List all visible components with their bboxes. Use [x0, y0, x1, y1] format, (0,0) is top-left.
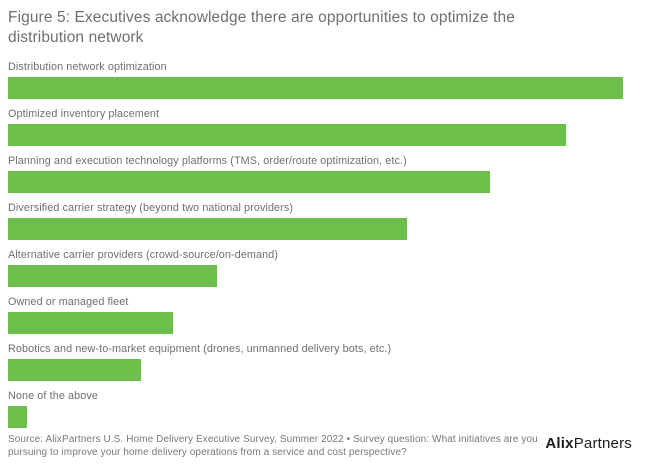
bar-row: Planning and execution technology platfo… [8, 155, 642, 202]
bar-category-label: None of the above [8, 390, 98, 402]
bar-row: Owned or managed fleet [8, 296, 642, 343]
bar [8, 77, 623, 99]
bar [8, 406, 28, 428]
figure-footer: Source: AlixPartners U.S. Home Delivery … [8, 433, 642, 459]
bar [8, 312, 173, 334]
bar-track [8, 124, 642, 146]
bar-row: Optimized inventory placement [8, 108, 642, 155]
bar-row: Diversified carrier strategy (beyond two… [8, 202, 642, 249]
bar-category-label: Planning and execution technology platfo… [8, 155, 407, 167]
bar-track [8, 406, 642, 428]
bar-track [8, 312, 642, 334]
logo-text-bold: Alix [545, 435, 574, 452]
bar-row: Alternative carrier providers (crowd-sou… [8, 249, 642, 296]
figure-title: Figure 5: Executives acknowledge there a… [8, 9, 515, 46]
bar-row: None of the above [8, 390, 642, 437]
bar-chart: Distribution network optimization Optimi… [8, 61, 642, 437]
bar-track [8, 359, 642, 381]
bar [8, 359, 142, 381]
bar [8, 265, 218, 287]
bar-track [8, 77, 642, 99]
bar-row: Distribution network optimization [8, 61, 642, 108]
bar-category-label: Distribution network optimization [8, 61, 167, 73]
bar-row: Robotics and new-to-market equipment (dr… [8, 343, 642, 390]
bar-category-label: Owned or managed fleet [8, 296, 129, 308]
bar-category-label: Optimized inventory placement [8, 108, 160, 120]
bar-category-label: Diversified carrier strategy (beyond two… [8, 202, 294, 214]
bar [8, 171, 490, 193]
bar [8, 218, 408, 240]
source-note: Source: AlixPartners U.S. Home Delivery … [8, 434, 538, 458]
bar-category-label: Robotics and new-to-market equipment (dr… [8, 343, 392, 355]
bar-track [8, 265, 642, 287]
bar [8, 124, 566, 146]
bar-track [8, 218, 642, 240]
bar-track [8, 171, 642, 193]
bar-category-label: Alternative carrier providers (crowd-sou… [8, 249, 279, 261]
logo-text-regular: Partners [573, 435, 632, 452]
alixpartners-logo: AlixPartners [545, 435, 632, 453]
